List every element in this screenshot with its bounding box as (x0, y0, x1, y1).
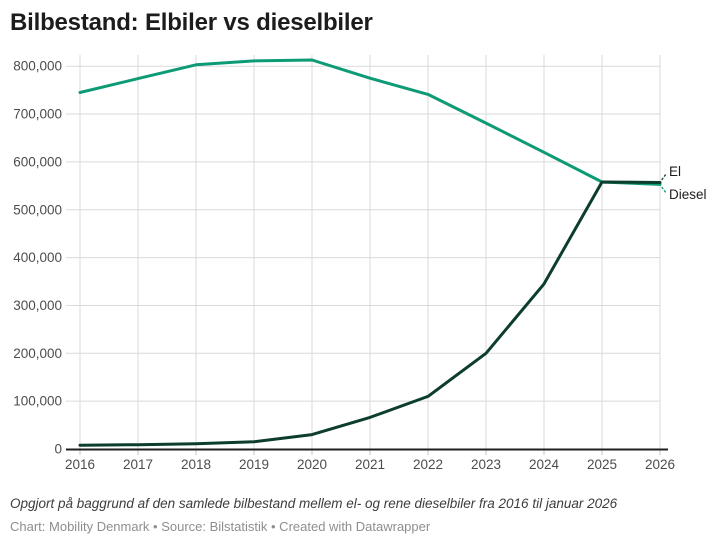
x-axis-tick-label: 2018 (181, 457, 211, 472)
y-axis-tick-label: 0 (54, 442, 62, 457)
el-label-leader (661, 173, 667, 181)
diesel-label-leader (661, 186, 667, 194)
x-axis-tick-label: 2024 (529, 457, 560, 472)
x-axis-tick-label: 2016 (65, 457, 95, 472)
diesel-line (78, 58, 662, 186)
x-axis-tick-label: 2025 (587, 457, 617, 472)
y-axis-tick-label: 700,000 (13, 107, 62, 122)
x-axis-tick-label: 2023 (471, 457, 501, 472)
chart-description: Opgjort på baggrund af den samlede bilbe… (10, 496, 618, 511)
el-line (78, 180, 662, 447)
diesel-series-end-label: Diesel (669, 187, 707, 202)
y-axis-tick-label: 300,000 (13, 298, 62, 313)
y-axis-tick-label: 200,000 (13, 346, 62, 361)
y-axis-tick-label: 400,000 (13, 250, 62, 265)
x-axis-tick-label: 2022 (413, 457, 443, 472)
x-axis-tick-label: 2019 (239, 457, 269, 472)
chart-byline: Chart: Mobility Denmark • Source: Bilsta… (10, 519, 431, 534)
y-axis-tick-label: 100,000 (13, 394, 62, 409)
x-axis-tick-label: 2017 (123, 457, 153, 472)
el-series-end-label: El (669, 164, 681, 179)
page-title: Bilbestand: Elbiler vs dieselbiler (10, 9, 373, 36)
y-axis-tick-label: 500,000 (13, 202, 62, 217)
y-axis-tick-label: 800,000 (13, 59, 62, 74)
x-axis-tick-label: 2021 (355, 457, 385, 472)
x-axis-tick-label: 2020 (297, 457, 327, 472)
x-axis-tick-label: 2026 (645, 457, 675, 472)
y-axis-tick-label: 600,000 (13, 154, 62, 169)
